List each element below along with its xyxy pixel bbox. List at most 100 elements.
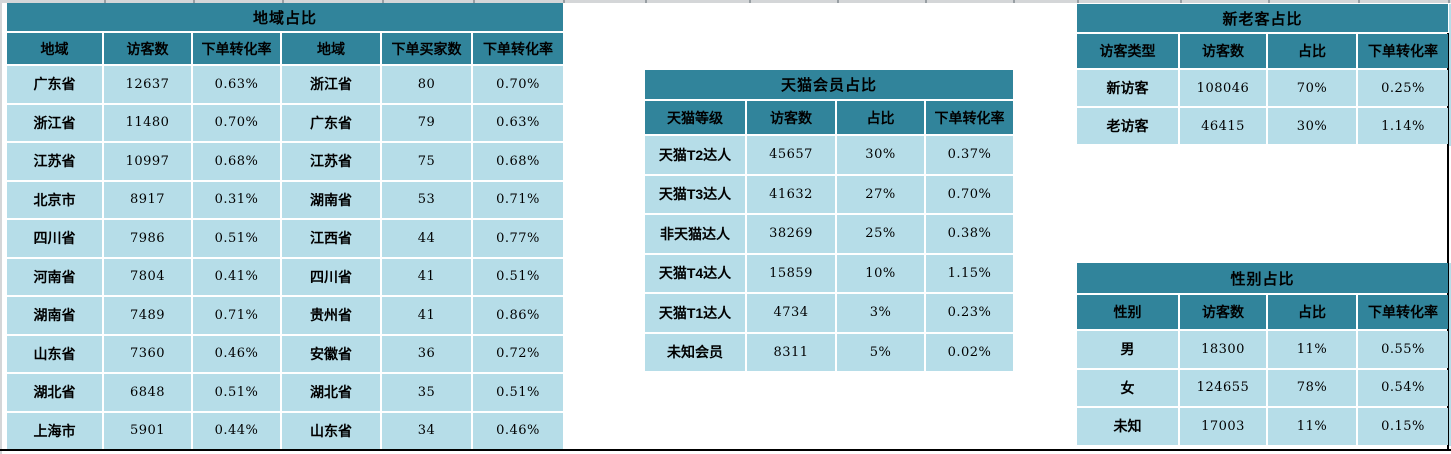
data-cell[interactable]: 浙江省 xyxy=(7,104,102,141)
data-cell[interactable]: 江西省 xyxy=(282,220,380,257)
data-cell[interactable]: 11% xyxy=(1268,331,1356,368)
column-header-cell[interactable]: 天猫等级 xyxy=(645,101,745,134)
data-cell[interactable]: 广东省 xyxy=(7,66,102,103)
data-cell[interactable]: 7986 xyxy=(104,220,191,257)
data-cell[interactable]: 70% xyxy=(1268,70,1356,106)
data-cell[interactable]: 4734 xyxy=(747,294,835,332)
data-cell[interactable]: 34 xyxy=(382,412,471,449)
data-cell[interactable]: 北京市 xyxy=(7,181,102,218)
data-cell[interactable]: 湖北省 xyxy=(282,374,380,411)
data-cell[interactable]: 18300 xyxy=(1180,331,1266,368)
data-cell[interactable]: 非天猫达人 xyxy=(645,215,745,253)
column-header-cell[interactable]: 下单转化率 xyxy=(473,33,563,64)
data-cell[interactable]: 0.41% xyxy=(193,258,280,295)
data-cell[interactable]: 河南省 xyxy=(7,258,102,295)
data-cell[interactable]: 安徽省 xyxy=(282,335,380,372)
data-cell[interactable]: 0.55% xyxy=(1358,331,1448,368)
data-cell[interactable]: 7804 xyxy=(104,258,191,295)
data-cell[interactable]: 41 xyxy=(382,258,471,295)
data-cell[interactable]: 0.86% xyxy=(473,297,563,334)
column-header-cell[interactable]: 访客数 xyxy=(1180,34,1266,68)
data-cell[interactable]: 0.31% xyxy=(193,181,280,218)
data-cell[interactable]: 0.68% xyxy=(193,143,280,180)
data-cell[interactable]: 男 xyxy=(1077,331,1178,368)
data-cell[interactable]: 0.70% xyxy=(926,175,1013,213)
data-cell[interactable]: 女 xyxy=(1077,369,1178,406)
column-header-cell[interactable]: 地域 xyxy=(7,33,102,64)
data-cell[interactable]: 38269 xyxy=(747,215,835,253)
data-cell[interactable]: 0.51% xyxy=(473,374,563,411)
column-header-cell[interactable]: 下单转化率 xyxy=(926,101,1013,134)
data-cell[interactable]: 10997 xyxy=(104,143,191,180)
data-cell[interactable]: 25% xyxy=(837,215,924,253)
data-cell[interactable]: 湖南省 xyxy=(7,297,102,334)
data-cell[interactable]: 0.38% xyxy=(926,215,1013,253)
data-cell[interactable]: 41 xyxy=(382,297,471,334)
data-cell[interactable]: 44 xyxy=(382,220,471,257)
data-cell[interactable]: 6848 xyxy=(104,374,191,411)
data-cell[interactable]: 0.63% xyxy=(473,104,563,141)
column-header-cell[interactable]: 下单买家数 xyxy=(382,33,471,64)
data-cell[interactable]: 0.25% xyxy=(1358,70,1448,106)
visitor-table-title[interactable]: 新老客占比 xyxy=(1077,4,1448,32)
data-cell[interactable]: 天猫T3达人 xyxy=(645,175,745,213)
data-cell[interactable]: 0.44% xyxy=(193,412,280,449)
data-cell[interactable]: 天猫T1达人 xyxy=(645,294,745,332)
data-cell[interactable]: 5901 xyxy=(104,412,191,449)
data-cell[interactable]: 0.68% xyxy=(473,143,563,180)
column-header-cell[interactable]: 下单转化率 xyxy=(193,33,280,64)
data-cell[interactable]: 未知会员 xyxy=(645,333,745,371)
data-cell[interactable]: 0.51% xyxy=(193,374,280,411)
data-cell[interactable]: 1.14% xyxy=(1358,108,1448,144)
data-cell[interactable]: 浙江省 xyxy=(282,66,380,103)
data-cell[interactable]: 27% xyxy=(837,175,924,213)
data-cell[interactable]: 17003 xyxy=(1180,408,1266,445)
data-cell[interactable]: 贵州省 xyxy=(282,297,380,334)
gender-table-title[interactable]: 性别占比 xyxy=(1077,263,1448,293)
data-cell[interactable]: 0.72% xyxy=(473,335,563,372)
data-cell[interactable]: 0.70% xyxy=(193,104,280,141)
data-cell[interactable]: 0.54% xyxy=(1358,369,1448,406)
data-cell[interactable]: 36 xyxy=(382,335,471,372)
data-cell[interactable]: 0.46% xyxy=(193,335,280,372)
column-header-cell[interactable]: 访客数 xyxy=(104,33,191,64)
data-cell[interactable]: 上海市 xyxy=(7,412,102,449)
data-cell[interactable]: 124655 xyxy=(1180,369,1266,406)
column-header-cell[interactable]: 下单转化率 xyxy=(1358,34,1448,68)
data-cell[interactable]: 0.23% xyxy=(926,294,1013,332)
data-cell[interactable]: 5% xyxy=(837,333,924,371)
data-cell[interactable]: 53 xyxy=(382,181,471,218)
data-cell[interactable]: 0.71% xyxy=(473,181,563,218)
data-cell[interactable]: 老访客 xyxy=(1077,108,1178,144)
tmall-table-title[interactable]: 天猫会员占比 xyxy=(645,70,1013,99)
column-header-cell[interactable]: 占比 xyxy=(837,101,924,134)
data-cell[interactable]: 湖南省 xyxy=(282,181,380,218)
data-cell[interactable]: 1.15% xyxy=(926,254,1013,292)
data-cell[interactable]: 3% xyxy=(837,294,924,332)
data-cell[interactable]: 0.70% xyxy=(473,66,563,103)
data-cell[interactable]: 湖北省 xyxy=(7,374,102,411)
data-cell[interactable]: 35 xyxy=(382,374,471,411)
data-cell[interactable]: 11480 xyxy=(104,104,191,141)
data-cell[interactable]: 45657 xyxy=(747,136,835,174)
data-cell[interactable]: 46415 xyxy=(1180,108,1266,144)
data-cell[interactable]: 山东省 xyxy=(282,412,380,449)
data-cell[interactable]: 30% xyxy=(1268,108,1356,144)
data-cell[interactable]: 天猫T2达人 xyxy=(645,136,745,174)
data-cell[interactable]: 0.63% xyxy=(193,66,280,103)
column-header-cell[interactable]: 访客数 xyxy=(747,101,835,134)
column-header-cell[interactable]: 占比 xyxy=(1268,34,1356,68)
data-cell[interactable]: 0.37% xyxy=(926,136,1013,174)
data-cell[interactable]: 8917 xyxy=(104,181,191,218)
data-cell[interactable]: 四川省 xyxy=(7,220,102,257)
data-cell[interactable]: 41632 xyxy=(747,175,835,213)
data-cell[interactable]: 天猫T4达人 xyxy=(645,254,745,292)
data-cell[interactable]: 江苏省 xyxy=(7,143,102,180)
column-header-cell[interactable]: 访客数 xyxy=(1180,295,1266,329)
data-cell[interactable]: 0.15% xyxy=(1358,408,1448,445)
data-cell[interactable]: 10% xyxy=(837,254,924,292)
data-cell[interactable]: 山东省 xyxy=(7,335,102,372)
data-cell[interactable]: 78% xyxy=(1268,369,1356,406)
data-cell[interactable]: 7360 xyxy=(104,335,191,372)
data-cell[interactable]: 12637 xyxy=(104,66,191,103)
